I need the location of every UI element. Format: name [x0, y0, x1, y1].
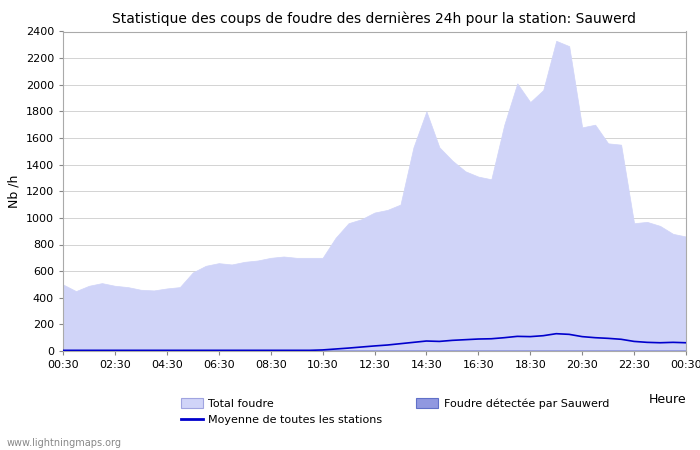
Legend: Total foudre, Moyenne de toutes les stations, Foudre détectée par Sauwerd: Total foudre, Moyenne de toutes les stat…: [181, 398, 609, 425]
Title: Statistique des coups de foudre des dernières 24h pour la station: Sauwerd: Statistique des coups de foudre des dern…: [113, 12, 636, 26]
Text: www.lightningmaps.org: www.lightningmaps.org: [7, 438, 122, 448]
Y-axis label: Nb /h: Nb /h: [7, 175, 20, 208]
Text: Heure: Heure: [648, 392, 686, 405]
